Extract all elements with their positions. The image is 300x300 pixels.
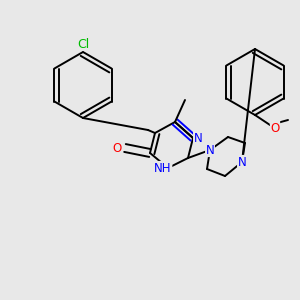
Text: NH: NH <box>154 161 172 175</box>
Text: N: N <box>206 143 214 157</box>
Text: O: O <box>270 122 280 134</box>
Text: N: N <box>194 131 202 145</box>
Text: N: N <box>238 155 246 169</box>
Text: Cl: Cl <box>77 38 89 50</box>
Text: O: O <box>112 142 122 154</box>
